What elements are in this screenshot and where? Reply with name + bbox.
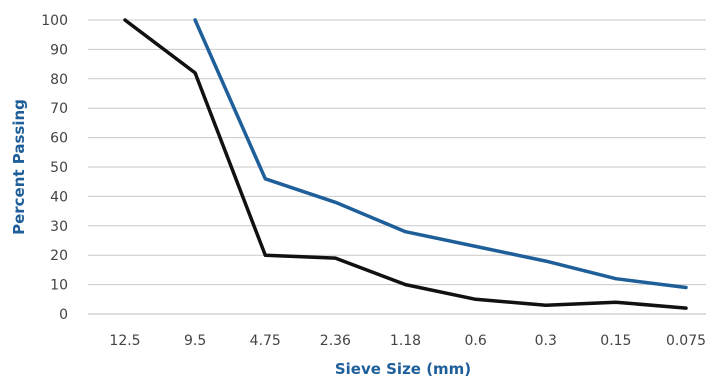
y-tick-label: 40 — [50, 189, 68, 205]
series-line-1 — [195, 20, 686, 288]
x-tick-label: 4.75 — [250, 333, 281, 349]
series-2-point — [685, 307, 688, 310]
series-1-point — [334, 201, 337, 204]
y-tick-label: 10 — [50, 278, 68, 294]
y-tick-label: 30 — [50, 219, 68, 235]
x-tick-label: 0.075 — [666, 333, 706, 349]
series-1-point — [474, 245, 477, 248]
y-tick-label: 50 — [50, 160, 68, 176]
y-tick-label: 20 — [50, 248, 68, 264]
y-axis-ticks: 0 10 20 30 40 50 60 70 80 90 100 — [41, 13, 68, 323]
series-1-point — [614, 277, 617, 280]
series-1-point — [194, 19, 197, 22]
y-tick-label: 90 — [50, 42, 68, 58]
y-tick-label: 70 — [50, 101, 68, 117]
y-tick-label: 0 — [59, 307, 68, 323]
x-tick-label: 1.18 — [390, 333, 421, 349]
series-2-point — [334, 257, 337, 260]
series-2-point — [614, 301, 617, 304]
y-tick-label: 100 — [41, 13, 68, 29]
series-1-point — [404, 230, 407, 233]
series-1-point — [264, 177, 267, 180]
series-2-point — [124, 19, 127, 22]
x-axis-ticks: 12.5 9.5 4.75 2.36 1.18 0.6 0.3 0.15 0.075 — [109, 333, 706, 349]
series-2-point — [194, 71, 197, 74]
y-tick-label: 80 — [50, 72, 68, 88]
x-tick-label: 0.6 — [464, 333, 486, 349]
series-2-point — [474, 298, 477, 301]
series-1-point — [685, 286, 688, 289]
series-1-point — [544, 260, 547, 263]
y-tick-label: 60 — [50, 131, 68, 147]
x-tick-label: 12.5 — [109, 333, 140, 349]
x-axis-title: Sieve Size (mm) — [335, 360, 471, 378]
x-tick-label: 9.5 — [184, 333, 206, 349]
series-layer — [124, 19, 688, 310]
x-tick-label: 0.15 — [600, 333, 631, 349]
x-tick-label: 2.36 — [320, 333, 351, 349]
series-2-point — [264, 254, 267, 257]
x-tick-label: 0.3 — [535, 333, 557, 349]
series-line-2 — [125, 20, 686, 308]
y-axis-title: Percent Passing — [10, 99, 28, 235]
series-2-point — [404, 283, 407, 286]
series-2-point — [544, 304, 547, 307]
